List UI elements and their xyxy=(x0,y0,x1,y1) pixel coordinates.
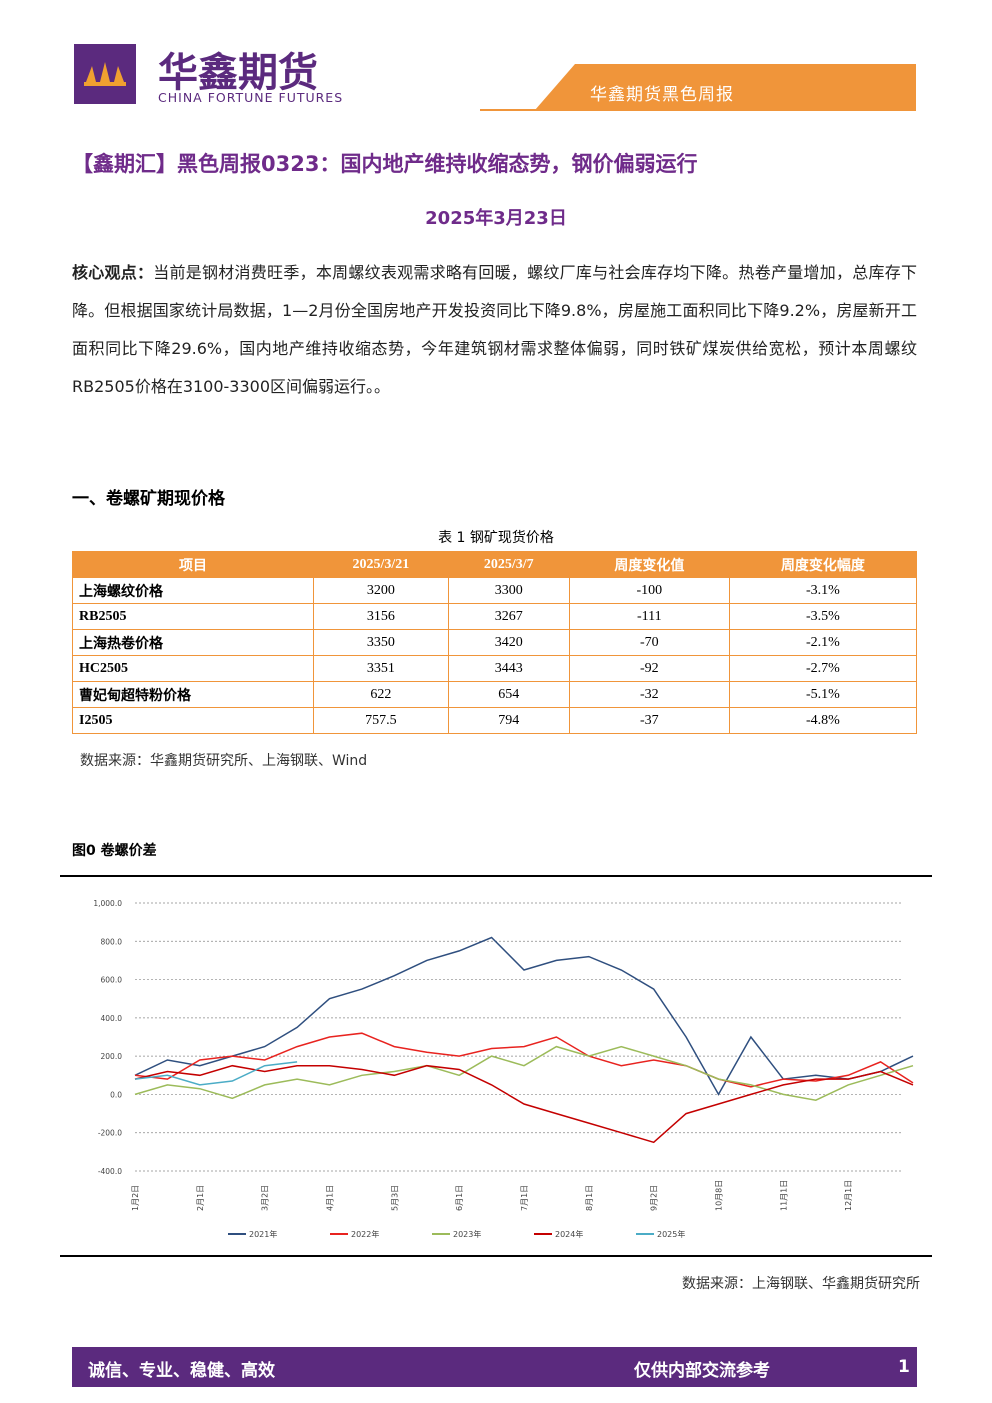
x-tick-label: 6月1日 xyxy=(455,1185,464,1211)
table-cell: 622 xyxy=(313,681,449,708)
table-cell: -5.1% xyxy=(728,681,918,708)
x-tick-label: 7月1日 xyxy=(520,1185,529,1211)
table-cell: -100 xyxy=(568,577,730,604)
series-line xyxy=(134,1045,914,1101)
table-cell: 上海螺纹价格 xyxy=(71,577,315,604)
y-tick-label: -400.0 xyxy=(98,1167,122,1176)
y-tick-label: -200.0 xyxy=(98,1129,122,1138)
table-row: 上海螺纹价格 3200 3300 -100 -3.1% xyxy=(71,577,918,604)
x-tick-label: 12月1日 xyxy=(844,1180,853,1211)
chart: 1,000.0 800.0 600.0 400.0 200.0 0.0 -200.0 -400… xyxy=(93,899,914,1239)
brand-en: CHINA FORTUNE FUTURES xyxy=(158,90,344,105)
x-tick-label: 10月8日 xyxy=(715,1180,724,1211)
price-table: 项目 2025/3/21 2025/3/7 周度变化值 周度变化幅度 上海螺纹价格 3200… xyxy=(71,551,918,734)
table-cell: HC2505 xyxy=(71,655,315,682)
rule xyxy=(60,875,932,877)
x-tick-label: 5月3日 xyxy=(390,1185,399,1211)
table-cell: 上海热卷价格 xyxy=(71,629,315,656)
table-cell: I2505 xyxy=(71,707,315,734)
table-cell: RB2505 xyxy=(71,603,315,630)
table-cell: 3350 xyxy=(313,629,449,656)
table-cell: -3.1% xyxy=(728,577,918,604)
footer-bar xyxy=(72,1347,917,1387)
table-cell: 3156 xyxy=(313,603,449,630)
legend-label: 2021年 xyxy=(249,1229,277,1239)
table-cell: -32 xyxy=(568,681,730,708)
table-cell: 3267 xyxy=(447,603,570,630)
footer-motto: 诚信、专业、稳健、高效 xyxy=(88,1361,275,1381)
legend-label: 2025年 xyxy=(657,1229,685,1239)
section-heading: 一、卷螺矿期现价格 xyxy=(72,489,225,509)
table-source: 数据来源：华鑫期货研究所、上海钢联、Wind xyxy=(80,753,368,769)
legend-label: 2022年 xyxy=(351,1229,379,1239)
header-row: 项目 2025/3/21 2025/3/7 周度变化值 周度变化幅度 xyxy=(71,551,918,578)
column-header: 周度变化值 xyxy=(568,551,730,578)
banner xyxy=(480,64,916,111)
x-tick-label: 2月1日 xyxy=(196,1185,205,1211)
footer-notice: 仅供内部交流参考 xyxy=(634,1361,770,1381)
table-row: 上海热卷价格 3350 3420 -70 -2.1% xyxy=(71,629,918,656)
y-tick-label: 400.0 xyxy=(101,1014,123,1023)
logo xyxy=(74,44,136,104)
column-header: 周度变化幅度 xyxy=(728,551,918,578)
x-tick-label: 1月2日 xyxy=(131,1185,140,1211)
table-cell: 654 xyxy=(447,681,570,708)
legend-label: 2024年 xyxy=(555,1229,583,1239)
x-tick-label: 11月1日 xyxy=(779,1180,788,1211)
y-tick-label: 200.0 xyxy=(101,1052,123,1061)
table-cell: -37 xyxy=(568,707,730,734)
x-tick-label: 4月1日 xyxy=(326,1185,335,1211)
table-row: RB2505 3156 3267 -111 -3.5% xyxy=(71,603,918,630)
y-tick-label: 0.0 xyxy=(110,1090,122,1099)
report-name: 华鑫期货黑色周报 xyxy=(590,85,734,105)
table-cell: 3443 xyxy=(447,655,570,682)
series-line xyxy=(134,1064,914,1144)
series-line xyxy=(134,936,914,1096)
y-tick-label: 600.0 xyxy=(101,976,123,985)
rule xyxy=(60,1255,932,1257)
brand: 华鑫期货 xyxy=(158,50,318,96)
title: 【鑫期汇】黑色周报0323：国内地产维持收缩态势，钢价偏弱运行 xyxy=(72,152,698,176)
summary-text: 当前是钢材消费旺季，本周螺纹表观需求略有回暖，螺纹厂库与社会库存均下降。热卷产量… xyxy=(72,263,917,396)
x-tick-label: 8月1日 xyxy=(585,1185,594,1211)
y-tick-label: 1,000.0 xyxy=(93,899,122,908)
table-cell: 3351 xyxy=(313,655,449,682)
figure-title: 图0 卷螺价差 xyxy=(72,843,157,859)
table-cell: -2.1% xyxy=(728,629,918,656)
column-header: 2025/3/21 xyxy=(313,551,449,578)
y-tick-label: 800.0 xyxy=(101,937,123,946)
table-cell: -92 xyxy=(568,655,730,682)
column-header: 2025/3/7 xyxy=(447,551,570,578)
table-cell: 3300 xyxy=(447,577,570,604)
legend-label: 2023年 xyxy=(453,1229,481,1239)
column-header: 项目 xyxy=(71,551,315,578)
x-tick-label: 9月2日 xyxy=(650,1185,659,1211)
date: 2025年3月23日 xyxy=(425,208,567,229)
table-caption: 表 1 钢矿现货价格 xyxy=(438,530,554,546)
table-cell: 757.5 xyxy=(313,707,449,734)
summary: 核心观点：当前是钢材消费旺季，本周螺纹表观需求略有回暖，螺纹厂库与社会库存均下降… xyxy=(72,254,917,406)
table-cell: -4.8% xyxy=(728,707,918,734)
table-cell: -111 xyxy=(568,603,730,630)
table-cell: -2.7% xyxy=(728,655,918,682)
logo-icon xyxy=(84,62,126,86)
page-number: 1 xyxy=(898,1357,910,1377)
table-row: HC2505 3351 3443 -92 -2.7% xyxy=(71,655,918,682)
table-row: I2505 757.5 794 -37 -4.8% xyxy=(71,707,918,734)
chart-source: 数据来源：上海钢联、华鑫期货研究所 xyxy=(682,1276,920,1292)
series-line xyxy=(134,1032,914,1088)
table-cell: 3200 xyxy=(313,577,449,604)
table-row: 曹妃甸超特粉价格 622 654 -32 -5.1% xyxy=(71,681,918,708)
summary-label: 核心观点： xyxy=(72,263,154,282)
table-cell: -70 xyxy=(568,629,730,656)
table-cell: 794 xyxy=(447,707,570,734)
table-cell: 曹妃甸超特粉价格 xyxy=(71,681,315,708)
x-tick-label: 3月2日 xyxy=(261,1185,270,1211)
table-cell: 3420 xyxy=(447,629,570,656)
series-line xyxy=(134,1061,298,1086)
table-cell: -3.5% xyxy=(728,603,918,630)
